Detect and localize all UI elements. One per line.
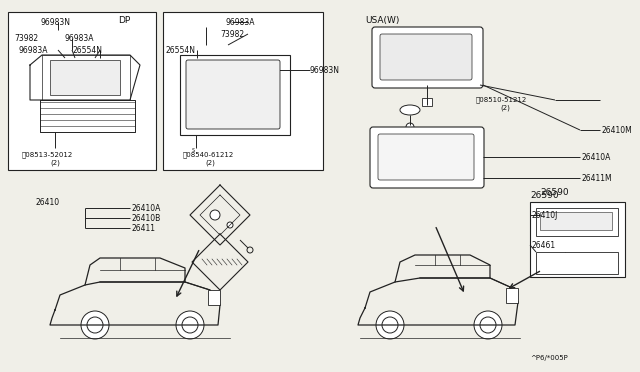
Text: (2): (2) bbox=[500, 105, 510, 111]
Text: 73982: 73982 bbox=[220, 29, 244, 38]
FancyBboxPatch shape bbox=[370, 127, 484, 188]
Bar bbox=[422, 98, 432, 106]
Circle shape bbox=[474, 311, 502, 339]
Text: Ⓝ08513-52012: Ⓝ08513-52012 bbox=[22, 152, 73, 158]
Text: 26590: 26590 bbox=[530, 190, 559, 199]
Bar bbox=[536, 208, 618, 236]
Circle shape bbox=[221, 81, 249, 109]
Text: 26554N: 26554N bbox=[72, 45, 102, 55]
Text: 26410B: 26410B bbox=[132, 214, 161, 222]
Text: 26411: 26411 bbox=[132, 224, 156, 232]
Text: 26410J: 26410J bbox=[532, 211, 558, 219]
Ellipse shape bbox=[557, 244, 573, 253]
Text: S: S bbox=[191, 148, 195, 153]
Text: 26410M: 26410M bbox=[602, 125, 633, 135]
Bar bbox=[530, 202, 625, 277]
Circle shape bbox=[176, 311, 204, 339]
Text: 96983A: 96983A bbox=[18, 45, 47, 55]
Text: (2): (2) bbox=[205, 160, 215, 166]
Text: 26411M: 26411M bbox=[582, 173, 612, 183]
Circle shape bbox=[210, 210, 220, 220]
Text: 73982: 73982 bbox=[14, 33, 38, 42]
FancyBboxPatch shape bbox=[186, 60, 280, 129]
Text: 26410A: 26410A bbox=[582, 153, 611, 161]
Text: 26554N: 26554N bbox=[165, 45, 195, 55]
Text: 96983N: 96983N bbox=[248, 65, 278, 74]
Bar bbox=[180, 55, 290, 135]
Text: 96983A: 96983A bbox=[225, 17, 255, 26]
Circle shape bbox=[406, 123, 414, 131]
Circle shape bbox=[376, 311, 404, 339]
Text: Ⓝ08510-51212: Ⓝ08510-51212 bbox=[476, 97, 527, 103]
FancyBboxPatch shape bbox=[378, 134, 474, 180]
Bar bbox=[536, 252, 618, 274]
Text: Ⓝ08540-61212: Ⓝ08540-61212 bbox=[183, 152, 234, 158]
Circle shape bbox=[81, 311, 109, 339]
Text: 96983N: 96983N bbox=[40, 17, 70, 26]
FancyBboxPatch shape bbox=[380, 34, 472, 80]
Bar bbox=[540, 212, 612, 230]
Text: (2): (2) bbox=[50, 160, 60, 166]
Bar bbox=[506, 288, 518, 303]
Text: 96983N: 96983N bbox=[310, 65, 340, 74]
Text: USA(W): USA(W) bbox=[365, 16, 399, 25]
Circle shape bbox=[227, 222, 233, 228]
Bar bbox=[208, 290, 220, 305]
Text: 26590: 26590 bbox=[540, 187, 568, 196]
Text: 26410A: 26410A bbox=[132, 203, 161, 212]
Circle shape bbox=[192, 146, 200, 154]
Text: DP: DP bbox=[118, 16, 131, 25]
Text: 96983A: 96983A bbox=[64, 33, 93, 42]
Text: 26410: 26410 bbox=[35, 198, 59, 206]
Circle shape bbox=[562, 259, 568, 265]
Text: ^P6/*005P: ^P6/*005P bbox=[530, 355, 568, 361]
Bar bbox=[50, 60, 120, 95]
FancyBboxPatch shape bbox=[372, 27, 483, 88]
Bar bbox=[163, 12, 323, 170]
Bar bbox=[8, 12, 156, 170]
Ellipse shape bbox=[400, 105, 420, 115]
Circle shape bbox=[409, 52, 421, 64]
Text: 26461: 26461 bbox=[532, 241, 556, 250]
Circle shape bbox=[227, 87, 243, 103]
